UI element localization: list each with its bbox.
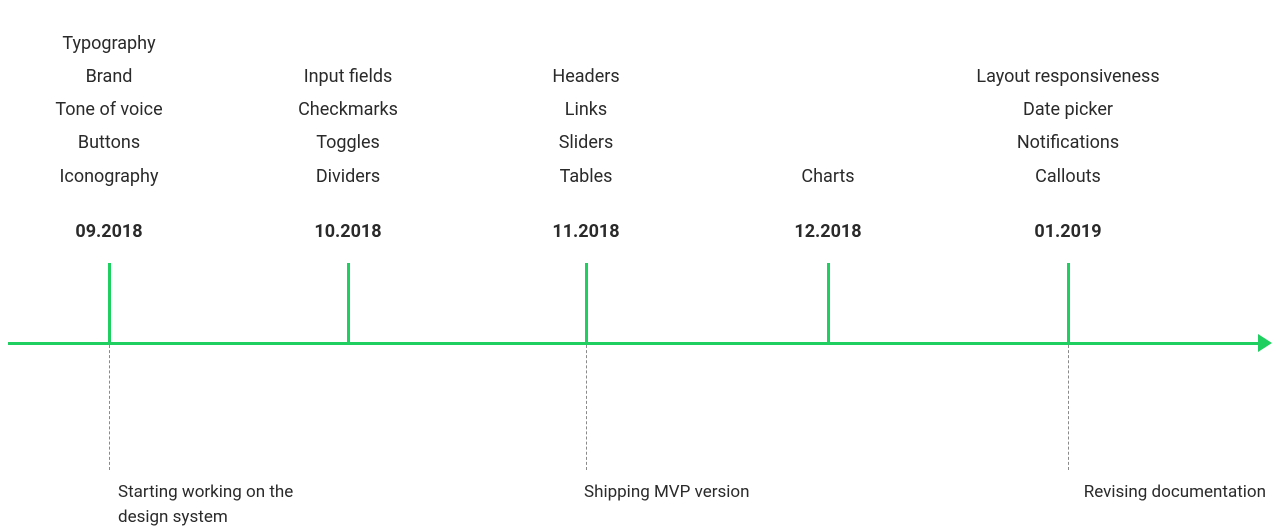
milestone-item: Charts (794, 160, 861, 193)
timeline-tick (108, 263, 111, 343)
annotation-dash (109, 345, 110, 470)
timeline-stage: TypographyBrandTone of voiceButtonsIcono… (0, 0, 1276, 522)
milestone-item: Iconography (55, 160, 162, 193)
timeline-tick (827, 263, 830, 343)
milestone-item: Notifications (976, 126, 1159, 159)
milestone-item: Headers (552, 60, 619, 93)
milestone: Charts 12.2018 (794, 160, 861, 242)
milestone-item: Toggles (298, 126, 398, 159)
milestone-date: 12.2018 (794, 221, 861, 242)
milestone-item: Dividers (298, 160, 398, 193)
annotation-text: Shipping MVP version (584, 480, 749, 505)
milestone-items: TypographyBrandTone of voiceButtonsIcono… (55, 27, 162, 193)
annotation-dash (1068, 345, 1069, 470)
milestone-item: Checkmarks (298, 93, 398, 126)
milestone-item: Layout responsiveness (976, 60, 1159, 93)
timeline-tick (585, 263, 588, 343)
milestone: TypographyBrandTone of voiceButtonsIcono… (55, 27, 162, 242)
milestone-item: Tables (552, 160, 619, 193)
milestone-item: Callouts (976, 160, 1159, 193)
milestone-date: 11.2018 (552, 221, 619, 242)
milestone-item: Links (552, 93, 619, 126)
milestone-items: Layout responsivenessDate pickerNotifica… (976, 60, 1159, 193)
milestone: Input fieldsCheckmarksTogglesDividers 10.… (298, 60, 398, 242)
milestone-item: Sliders (552, 126, 619, 159)
milestone-date: 09.2018 (55, 221, 162, 242)
annotation-dash (586, 345, 587, 470)
milestone: Layout responsivenessDate pickerNotifica… (976, 60, 1159, 242)
milestone-date: 01.2019 (976, 221, 1159, 242)
milestone: HeadersLinksSlidersTables 11.2018 (552, 60, 619, 242)
milestone-item: Buttons (55, 126, 162, 159)
milestone-item: Tone of voice (55, 93, 162, 126)
milestone-item: Typography (55, 27, 162, 60)
milestone-items: Charts (794, 160, 861, 193)
annotation-text: Revising documentation (1084, 480, 1266, 505)
milestone-item: Input fields (298, 60, 398, 93)
timeline-tick (347, 263, 350, 343)
milestone-items: HeadersLinksSlidersTables (552, 60, 619, 193)
milestone-item: Date picker (976, 93, 1159, 126)
milestone-date: 10.2018 (298, 221, 398, 242)
milestone-items: Input fieldsCheckmarksTogglesDividers (298, 60, 398, 193)
milestone-item: Brand (55, 60, 162, 93)
timeline-tick (1067, 263, 1070, 343)
